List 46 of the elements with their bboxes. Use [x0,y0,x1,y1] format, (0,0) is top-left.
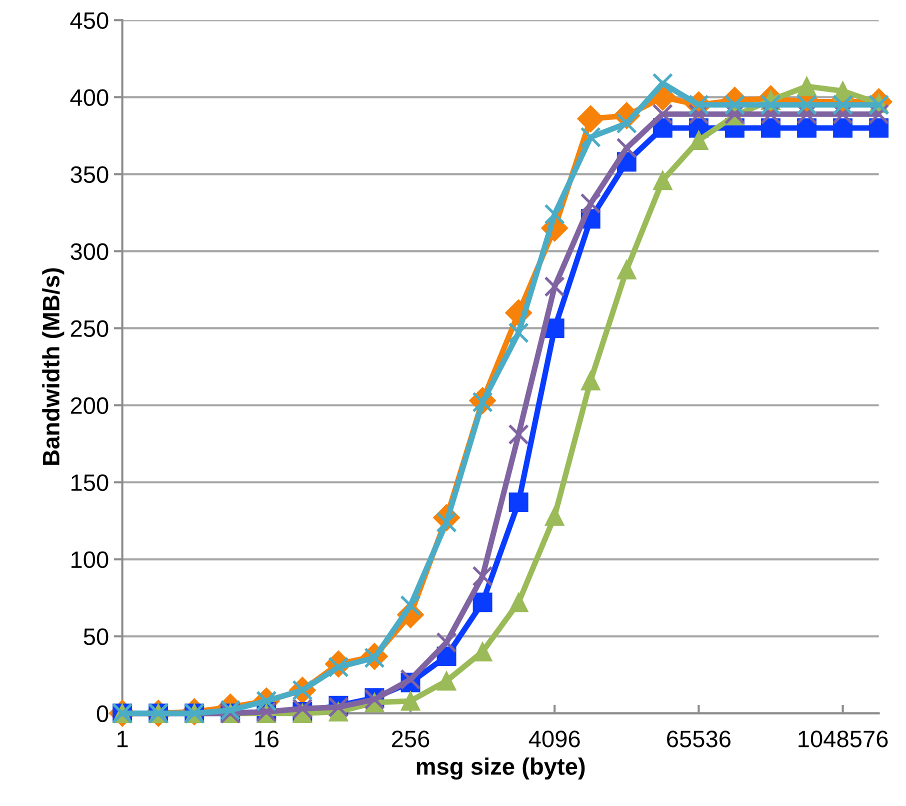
point [544,276,566,298]
point [400,669,421,690]
point [616,260,636,280]
x-tick-label: 4096 [528,730,580,748]
point [508,592,528,612]
point [544,506,564,526]
point [580,126,602,148]
y-tick-label: 300 [70,243,108,260]
y-tick-label: 400 [70,89,108,106]
point [797,76,816,96]
y-tick-label: 200 [70,397,108,414]
y-tick-label: 150 [72,474,108,492]
point [652,170,672,190]
point [436,671,456,691]
point [400,691,420,711]
point [616,138,638,158]
point [508,492,528,512]
y-tick-label: 250 [70,320,108,338]
x-tick-label: 1 [118,730,128,748]
x-tick-label: 1048576 [798,730,888,748]
x-tick-label: 16 [255,730,278,748]
point [472,566,493,587]
x-tick-label: 65536 [667,730,730,748]
y-axis-title: Bandwidth (MB/s) [42,268,64,465]
point [724,94,746,116]
point [580,370,600,390]
x-axis-title: msg size (byte) [416,758,585,780]
point [580,193,602,214]
y-tick-label: 0 [96,705,108,722]
point [796,94,818,116]
point [577,105,604,132]
point [508,322,529,344]
point [472,592,492,612]
point [652,72,674,94]
point [832,94,854,116]
y-tick-label: 50 [84,628,108,646]
y-tick-label: 100 [72,551,108,568]
x-tick-label: 256 [392,730,430,748]
point [436,632,457,653]
y-tick-label: 450 [70,12,108,29]
point [544,204,566,225]
y-tick-label: 350 [70,166,108,183]
point [400,595,421,616]
point [292,698,313,720]
point [508,424,529,445]
point [652,104,674,125]
